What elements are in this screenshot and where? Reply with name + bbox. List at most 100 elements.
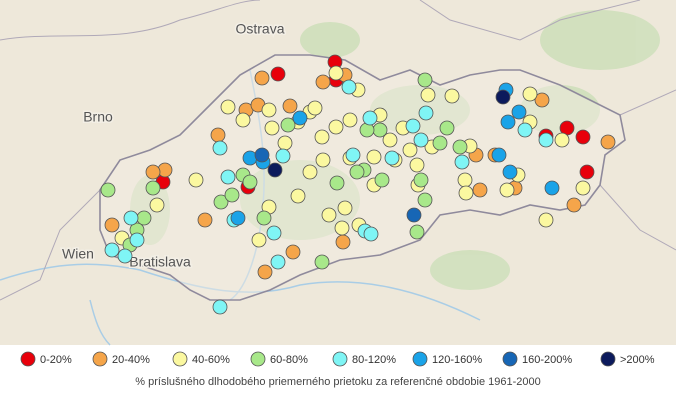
station-marker	[242, 174, 258, 190]
station-marker	[409, 224, 425, 240]
station-marker	[117, 248, 133, 264]
station-marker	[417, 72, 433, 88]
station-marker	[220, 169, 236, 185]
station-marker	[345, 147, 361, 163]
station-marker	[264, 120, 280, 136]
station-marker	[413, 132, 429, 148]
station-marker	[328, 119, 344, 135]
station-marker	[491, 147, 507, 163]
station-marker	[285, 244, 301, 260]
station-marker	[522, 86, 538, 102]
legend-label: 120-160%	[432, 354, 482, 366]
station-marker	[384, 150, 400, 166]
station-marker	[235, 112, 251, 128]
station-marker	[277, 135, 293, 151]
station-marker	[275, 148, 291, 164]
station-marker	[366, 149, 382, 165]
station-marker	[270, 254, 286, 270]
station-marker	[314, 254, 330, 270]
legend: 0-20% 20-40% 40-60% 60-80% 80-120% 120-160% 16…	[20, 351, 655, 367]
legend-marker	[502, 351, 518, 367]
station-marker	[405, 118, 421, 134]
station-marker	[104, 242, 120, 258]
station-marker	[314, 129, 330, 145]
legend-marker	[92, 351, 108, 367]
station-marker	[307, 100, 323, 116]
station-marker	[420, 87, 436, 103]
station-marker	[321, 207, 337, 223]
legend-marker	[600, 351, 616, 367]
station-marker	[224, 187, 240, 203]
station-marker	[342, 112, 358, 128]
legend-marker	[250, 351, 266, 367]
station-marker	[145, 164, 161, 180]
station-marker	[292, 110, 308, 126]
station-marker	[499, 182, 515, 198]
station-marker	[254, 147, 270, 163]
station-marker	[302, 164, 318, 180]
station-marker	[315, 74, 331, 90]
station-marker	[145, 180, 161, 196]
station-marker	[579, 164, 595, 180]
station-marker	[123, 210, 139, 226]
station-marker	[329, 175, 345, 191]
station-marker	[315, 152, 331, 168]
station-marker	[230, 210, 246, 226]
station-marker	[188, 172, 204, 188]
legend-marker	[172, 351, 188, 367]
station-marker	[280, 117, 296, 133]
station-marker	[334, 220, 350, 236]
station-marker	[502, 164, 518, 180]
place-label: Bratislava	[129, 254, 191, 270]
legend-marker	[20, 351, 36, 367]
station-marker	[290, 188, 306, 204]
station-marker	[418, 105, 434, 121]
station-marker	[220, 99, 236, 115]
legend-label: 160-200%	[522, 354, 572, 366]
station-marker	[402, 142, 418, 158]
station-marker	[500, 114, 516, 130]
station-marker	[544, 180, 560, 196]
legend-label: >200%	[620, 354, 655, 366]
station-marker	[261, 102, 277, 118]
station-marker	[538, 132, 554, 148]
station-marker	[328, 65, 344, 81]
station-marker	[213, 194, 229, 210]
station-marker	[554, 132, 570, 148]
station-marker	[454, 154, 470, 170]
station-marker	[495, 89, 511, 105]
station-marker	[432, 135, 448, 151]
station-marker	[251, 232, 267, 248]
station-marker	[372, 122, 388, 138]
station-marker	[458, 185, 474, 201]
station-marker	[575, 180, 591, 196]
station-marker	[210, 127, 226, 143]
station-marker	[439, 120, 455, 136]
station-marker	[534, 92, 550, 108]
station-marker	[409, 157, 425, 173]
station-marker	[406, 207, 422, 223]
station-marker	[149, 197, 165, 213]
legend-label: 0-20%	[40, 354, 72, 366]
station-marker	[472, 182, 488, 198]
station-marker	[374, 172, 390, 188]
place-label: Brno	[83, 109, 113, 125]
station-marker	[136, 210, 152, 226]
borders	[0, 0, 676, 301]
caption: % príslušného dlhodobého priemerného pri…	[135, 376, 540, 388]
place-label: Wien	[62, 246, 94, 262]
station-marker	[212, 140, 228, 156]
station-marker	[335, 234, 351, 250]
station-marker	[341, 79, 357, 95]
station-marker	[270, 66, 286, 82]
station-marker	[382, 132, 398, 148]
station-marker	[100, 182, 116, 198]
station-marker	[104, 217, 120, 233]
station-marker	[197, 212, 213, 228]
station-marker	[575, 129, 591, 145]
station-marker	[362, 110, 378, 126]
legend-label: 40-60%	[192, 354, 230, 366]
station-marker	[129, 232, 145, 248]
legend-label: 20-40%	[112, 354, 150, 366]
